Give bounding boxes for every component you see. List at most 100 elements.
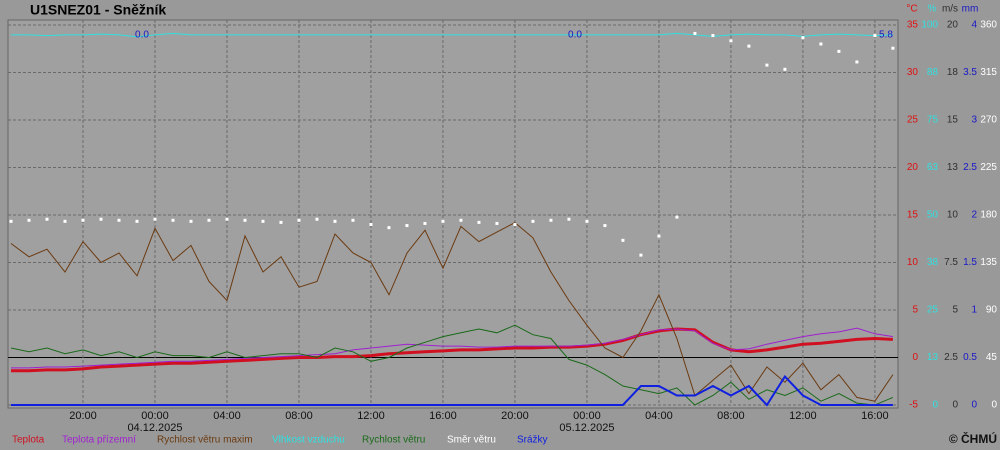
series-line <box>11 374 893 407</box>
point <box>711 34 715 38</box>
point <box>261 219 265 223</box>
y-tick-label: 5 <box>952 305 958 316</box>
point <box>639 253 643 257</box>
y-tick-label: 3 <box>971 115 977 126</box>
point <box>855 60 859 64</box>
y-tick-label: 20 <box>947 20 959 31</box>
point <box>171 218 175 222</box>
y-tick-label: 25 <box>907 115 919 126</box>
point <box>477 220 481 224</box>
y-tick-label: 25 <box>927 305 939 316</box>
series-line <box>11 32 893 38</box>
point <box>243 218 247 222</box>
point <box>63 219 67 223</box>
point <box>405 224 409 228</box>
legend-entry: Rychlost větru maxim <box>157 435 253 446</box>
point <box>603 224 607 228</box>
point <box>351 218 355 222</box>
x-date-label: 04.12.2025 <box>127 422 182 434</box>
point <box>495 221 499 225</box>
point <box>675 215 679 219</box>
axis-unit: % <box>928 4 937 15</box>
y-tick-label: 315 <box>980 67 997 78</box>
point <box>513 223 517 226</box>
x-tick-label: 00:00 <box>141 410 169 422</box>
legend-entry: Směr větru <box>447 435 496 446</box>
x-tick-label: 16:00 <box>861 410 889 422</box>
point <box>549 218 553 222</box>
point <box>297 218 301 222</box>
point <box>279 220 283 224</box>
x-tick-label: 04:00 <box>645 410 673 422</box>
point <box>873 34 877 38</box>
y-tick-label: 4 <box>971 20 977 31</box>
point <box>189 219 193 223</box>
point <box>225 217 229 221</box>
x-tick-label: 00:00 <box>573 410 601 422</box>
y-tick-label: 100 <box>921 20 938 31</box>
point <box>117 218 121 222</box>
legend-entry: Srážky <box>517 435 548 446</box>
point <box>153 217 157 221</box>
axis-unit: °C <box>906 4 917 15</box>
x-tick-label: 20:00 <box>69 410 97 422</box>
y-tick-label: 88 <box>927 67 939 78</box>
point <box>99 217 103 221</box>
point <box>837 49 841 53</box>
y-tick-label: 13 <box>927 352 939 363</box>
y-tick-label: 15 <box>947 115 959 126</box>
y-tick-label: 0 <box>912 352 918 363</box>
y-tick-label: 18 <box>947 67 959 78</box>
point <box>891 46 895 50</box>
y-tick-label: 45 <box>986 352 998 363</box>
axis-unit: m/s <box>942 4 958 15</box>
point <box>765 63 769 67</box>
legend-entry: Rychlost větru <box>362 435 425 446</box>
series-line <box>11 327 893 373</box>
point <box>657 234 661 238</box>
point <box>783 67 787 71</box>
point <box>333 219 337 223</box>
point <box>459 218 463 222</box>
y-tick-label: 10 <box>947 210 959 221</box>
point <box>693 31 697 35</box>
legend-entry: Vlhkost vzduchu <box>272 435 345 446</box>
point <box>621 238 625 242</box>
legend-entry: Teplota přízemní <box>62 435 136 446</box>
point <box>9 219 13 223</box>
point <box>387 226 391 230</box>
y-tick-label: 38 <box>927 257 939 268</box>
series-line <box>11 327 893 369</box>
y-tick-label: 13 <box>947 162 959 173</box>
y-tick-label: 15 <box>907 210 919 221</box>
annotation: 0.0 <box>135 30 149 41</box>
x-date-label: 05.12.2025 <box>559 422 614 434</box>
x-tick-label: 20:00 <box>501 410 529 422</box>
point <box>567 217 571 221</box>
point <box>423 221 427 225</box>
annotation: 0.0 <box>568 30 582 41</box>
point <box>315 217 319 221</box>
series-line <box>10 324 894 406</box>
x-tick-label: 04:00 <box>213 410 241 422</box>
point <box>819 42 823 46</box>
x-tick-label: 12:00 <box>789 410 817 422</box>
point <box>27 218 31 222</box>
y-tick-label: 360 <box>980 20 997 31</box>
point <box>801 36 805 40</box>
y-tick-label: 63 <box>927 162 939 173</box>
y-tick-label: 225 <box>980 162 997 173</box>
y-tick-label: 90 <box>986 305 998 316</box>
y-tick-label: 180 <box>980 210 997 221</box>
y-tick-label: 0 <box>952 400 958 411</box>
point <box>747 44 751 48</box>
chart-title: U1SNEZ01 - Sněžník <box>30 2 166 18</box>
point <box>81 218 85 222</box>
y-tick-label: 135 <box>980 257 997 268</box>
series-line <box>10 222 894 402</box>
point <box>369 223 373 226</box>
y-tick-label: 3.5 <box>963 67 977 78</box>
y-tick-label: 270 <box>980 115 997 126</box>
y-tick-label: 30 <box>907 67 919 78</box>
x-tick-label: 12:00 <box>357 410 385 422</box>
